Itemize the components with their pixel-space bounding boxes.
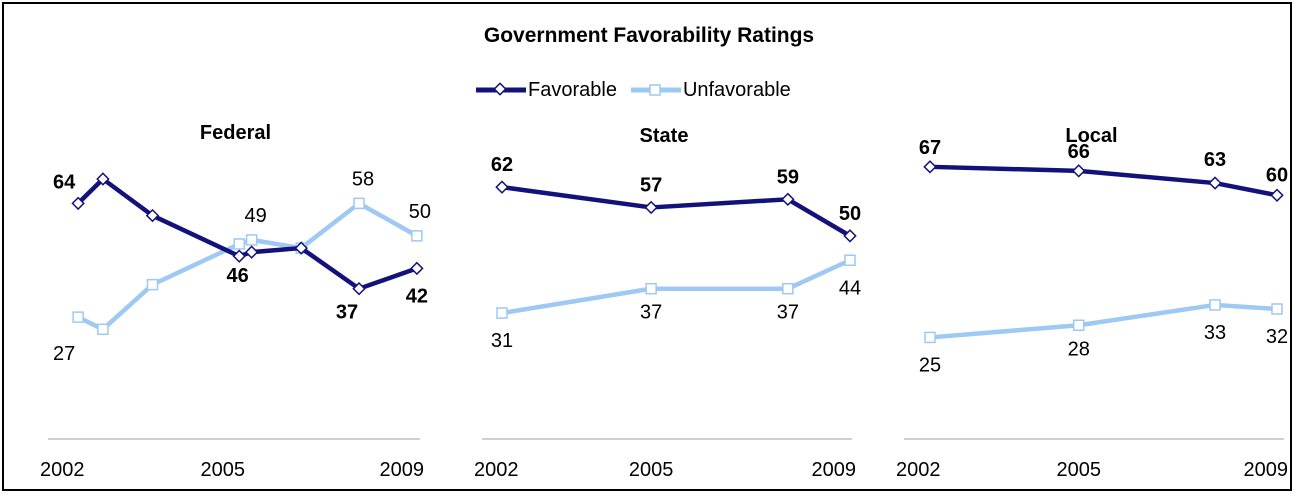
data-label-federal-unfavorable-4: 49 <box>245 205 267 227</box>
point-federal-unfavorable-0 <box>72 311 84 323</box>
data-label-local-unfavorable-1: 28 <box>1068 338 1090 360</box>
point-local-unfavorable-2 <box>1209 299 1221 311</box>
point-federal-favorable-7 <box>410 261 424 276</box>
data-label-local-favorable-3: 60 <box>1266 164 1288 186</box>
x-tick-state-2009: 2009 <box>812 459 857 481</box>
legend-label-favorable: Favorable <box>528 78 617 101</box>
data-label-federal-unfavorable-7: 50 <box>409 201 431 223</box>
data-label-state-favorable-1: 57 <box>640 174 662 196</box>
point-state-unfavorable-2 <box>782 282 794 295</box>
panel-title-federal: Federal <box>200 122 271 144</box>
legend-label-unfavorable: Unfavorable <box>682 78 791 101</box>
legend-entry-favorable: Favorable <box>474 79 617 102</box>
chart-frame: Government Favorability Ratings Favorabl… <box>2 2 1292 491</box>
legend-swatch-unfavorable <box>630 84 681 96</box>
series-line-federal-unfavorable <box>77 201 418 332</box>
point-local-favorable-1 <box>1071 164 1086 178</box>
panel-title-state: State <box>640 125 689 147</box>
data-label-state-unfavorable-2: 37 <box>777 302 799 324</box>
series-line-state-favorable <box>501 184 852 238</box>
series-line-local-favorable <box>929 164 1278 198</box>
data-label-local-unfavorable-2: 33 <box>1204 322 1226 344</box>
data-label-state-favorable-3: 50 <box>839 203 861 225</box>
x-tick-federal-2009: 2009 <box>380 459 425 481</box>
data-label-federal-unfavorable-0: 27 <box>53 343 75 365</box>
data-label-state-favorable-2: 59 <box>777 166 799 188</box>
point-federal-favorable-4 <box>244 245 259 259</box>
point-federal-unfavorable-7 <box>411 230 423 242</box>
point-federal-unfavorable-6 <box>353 197 365 210</box>
series-line-federal-favorable <box>76 176 418 291</box>
point-state-unfavorable-1 <box>645 282 657 295</box>
point-federal-favorable-5 <box>294 241 308 255</box>
x-tick-local-2005: 2005 <box>1056 459 1101 481</box>
x-tick-state-2005: 2005 <box>629 459 674 481</box>
x-tick-federal-2005: 2005 <box>200 459 245 481</box>
data-label-state-unfavorable-1: 37 <box>640 302 662 324</box>
point-state-unfavorable-3 <box>844 254 856 266</box>
data-label-local-unfavorable-0: 25 <box>919 354 941 376</box>
x-tick-local-2009: 2009 <box>1244 459 1289 481</box>
data-label-local-favorable-0: 67 <box>919 137 941 159</box>
point-state-favorable-2 <box>781 192 795 207</box>
chart-title: Government Favorability Ratings <box>483 24 815 47</box>
point-federal-favorable-3 <box>232 249 246 263</box>
chart-plot-area: Federal 2002 2005 2009 27 49 58 50 64 46 37 42 State… <box>40 122 1289 481</box>
data-label-federal-favorable-6: 37 <box>336 302 358 324</box>
legend: Favorable Unfavorable <box>474 76 803 104</box>
data-label-federal-favorable-0: 64 <box>53 171 76 193</box>
point-federal-favorable-1 <box>96 172 110 186</box>
point-local-unfavorable-1 <box>1072 319 1085 331</box>
x-tick-local-2002: 2002 <box>896 459 941 481</box>
legend-swatch-favorable <box>476 82 526 96</box>
data-label-local-favorable-2: 63 <box>1204 149 1226 171</box>
x-tick-federal-2002: 2002 <box>40 459 85 481</box>
point-federal-unfavorable-4 <box>245 234 258 246</box>
data-label-local-favorable-1: 66 <box>1068 141 1090 163</box>
point-federal-unfavorable-1 <box>97 323 109 336</box>
panel-title-local: Local <box>1065 125 1117 147</box>
point-state-favorable-3 <box>843 229 857 243</box>
point-federal-favorable-0 <box>71 196 85 211</box>
point-federal-favorable-6 <box>352 281 366 296</box>
point-federal-favorable-2 <box>145 208 160 223</box>
legend-entry-unfavorable: Unfavorable <box>629 79 791 102</box>
data-label-federal-unfavorable-6: 58 <box>352 168 374 190</box>
data-label-state-unfavorable-3: 44 <box>839 277 861 299</box>
x-tick-state-2002: 2002 <box>474 459 519 481</box>
point-state-favorable-0 <box>495 180 509 194</box>
data-label-state-favorable-0: 62 <box>491 154 513 176</box>
data-label-local-unfavorable-3: 32 <box>1266 326 1288 348</box>
point-local-favorable-0 <box>923 160 937 174</box>
point-local-unfavorable-0 <box>924 331 936 344</box>
point-state-favorable-1 <box>644 200 658 215</box>
series-line-local-unfavorable <box>929 302 1278 340</box>
point-federal-unfavorable-3 <box>233 238 245 250</box>
series-line-state-unfavorable <box>501 258 851 316</box>
data-label-federal-favorable-4: 46 <box>227 265 249 287</box>
data-label-state-unfavorable-0: 31 <box>491 330 513 352</box>
point-state-unfavorable-0 <box>496 307 508 319</box>
point-local-favorable-3 <box>1270 188 1284 202</box>
point-federal-unfavorable-2 <box>146 278 159 291</box>
point-local-favorable-2 <box>1208 176 1222 190</box>
point-local-unfavorable-3 <box>1271 303 1283 315</box>
data-label-federal-favorable-7: 42 <box>406 285 428 307</box>
